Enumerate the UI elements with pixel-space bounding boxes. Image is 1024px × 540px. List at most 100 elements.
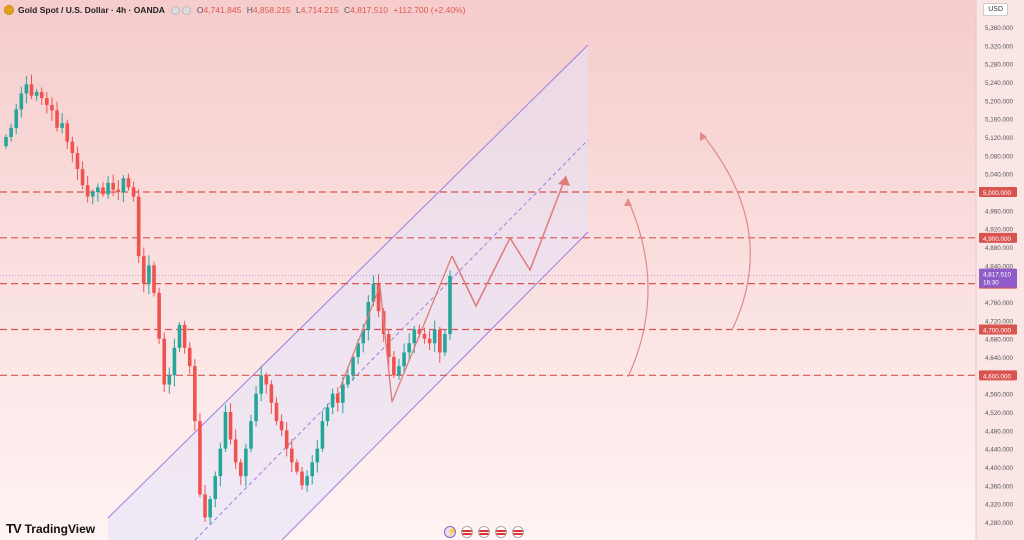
candle-body bbox=[249, 421, 253, 449]
price-tick-label: 4,880.000 bbox=[985, 245, 1014, 252]
candle-body bbox=[330, 393, 335, 408]
candle-body bbox=[223, 411, 228, 449]
level-tag bbox=[979, 324, 1017, 335]
candle-body bbox=[300, 471, 304, 486]
candle-body bbox=[50, 104, 54, 111]
gold-coin-icon bbox=[4, 5, 14, 15]
price-tick-label: 4,520.000 bbox=[985, 410, 1014, 417]
price-tick-label: 4,680.000 bbox=[985, 337, 1014, 344]
projection-arrowhead bbox=[558, 176, 570, 186]
candle-body bbox=[131, 187, 136, 197]
candle-body bbox=[325, 407, 330, 422]
candle-body bbox=[65, 123, 70, 142]
projection-path bbox=[339, 175, 570, 403]
last-price-label: 4,817.510 bbox=[983, 272, 1012, 279]
green-dot-icon[interactable] bbox=[170, 5, 180, 15]
candle-body bbox=[310, 462, 315, 477]
candle-body bbox=[80, 169, 85, 186]
candle-body bbox=[177, 324, 182, 348]
candle-body bbox=[167, 375, 172, 385]
candle-body bbox=[141, 256, 146, 284]
price-tick-label: 5,280.000 bbox=[985, 62, 1014, 69]
channel-upper-line bbox=[107, 44, 589, 519]
candle-body bbox=[386, 334, 391, 357]
currency-selector[interactable]: USD bbox=[983, 3, 1008, 16]
price-tick-label: 4,320.000 bbox=[985, 502, 1014, 509]
candle-body bbox=[305, 476, 309, 486]
candle-body bbox=[39, 92, 44, 99]
candle-body bbox=[244, 448, 248, 477]
low-value: 4,714.215 bbox=[300, 5, 339, 15]
level-tag-label: 4,600.000 bbox=[983, 373, 1012, 380]
price-tick-label: 4,400.000 bbox=[985, 465, 1014, 472]
last-price-tag bbox=[979, 268, 1017, 288]
us-flag-event-icon[interactable] bbox=[495, 526, 507, 538]
candle-body bbox=[182, 324, 187, 348]
level-tag bbox=[979, 370, 1017, 381]
lightning-event-icon[interactable]: ⚡ bbox=[444, 526, 456, 538]
price-tick-label: 5,040.000 bbox=[985, 172, 1014, 179]
event-markers: ⚡ bbox=[444, 526, 524, 538]
candle-body bbox=[233, 439, 238, 463]
candle-body bbox=[284, 430, 289, 449]
price-tick-label: 4,280.000 bbox=[985, 520, 1014, 527]
candle-body bbox=[335, 393, 340, 403]
candles bbox=[4, 74, 452, 524]
candle-body bbox=[448, 275, 452, 335]
channel-fill bbox=[108, 45, 588, 540]
candle-body bbox=[274, 402, 279, 422]
candle-body bbox=[422, 334, 427, 339]
candle-body bbox=[397, 366, 401, 376]
us-flag-event-icon[interactable] bbox=[478, 526, 490, 538]
tradingview-icon: TV bbox=[6, 521, 22, 536]
price-tick-label: 5,120.000 bbox=[985, 135, 1014, 142]
candle-body bbox=[55, 110, 59, 128]
candle-body bbox=[228, 411, 233, 440]
us-flag-event-icon[interactable] bbox=[512, 526, 524, 538]
candle-body bbox=[14, 109, 19, 128]
candle-body bbox=[152, 265, 156, 293]
candle-body bbox=[85, 185, 90, 197]
candle-body bbox=[238, 462, 243, 477]
close-value: 4,817.510 bbox=[350, 5, 388, 15]
candle-body bbox=[101, 187, 105, 195]
level-tag bbox=[979, 187, 1017, 197]
candle-body bbox=[208, 499, 212, 518]
candle-body bbox=[172, 347, 177, 376]
price-tick-label: 4,720.000 bbox=[985, 318, 1014, 325]
price-tick-label: 4,560.000 bbox=[985, 392, 1014, 399]
countdown-label: 16:30 bbox=[983, 280, 999, 287]
price-tick-label: 5,360.000 bbox=[985, 25, 1014, 32]
candle-body bbox=[264, 375, 269, 385]
candle-body bbox=[29, 84, 34, 96]
candle-body bbox=[203, 494, 207, 518]
candle-body bbox=[417, 329, 422, 335]
candle-body bbox=[198, 421, 202, 495]
candle-body bbox=[213, 476, 218, 500]
candle-body bbox=[126, 178, 131, 188]
candle-body bbox=[254, 393, 258, 422]
candle-body bbox=[75, 153, 80, 170]
grid-icon[interactable] bbox=[181, 5, 191, 15]
price-axis[interactable]: 5,360.000 5,320.000 5,280.000 5,240.000 5,20… bbox=[0, 25, 1017, 527]
candle-body bbox=[346, 375, 350, 385]
left-arc-arrowhead bbox=[624, 198, 632, 206]
candle-body bbox=[187, 347, 192, 367]
channel-mid-line bbox=[194, 139, 589, 540]
candle-body bbox=[320, 421, 325, 449]
candle-body bbox=[269, 384, 274, 403]
candle-body bbox=[356, 343, 360, 357]
candle-body bbox=[157, 292, 161, 339]
tradingview-logo[interactable]: TV TradingView bbox=[6, 521, 96, 536]
candle-body bbox=[60, 123, 64, 128]
symbol-title[interactable]: Gold Spot / U.S. Dollar · 4h · OANDA bbox=[18, 5, 165, 15]
level-tag bbox=[979, 232, 1017, 243]
price-tick-label: 4,360.000 bbox=[985, 483, 1014, 490]
candle-body bbox=[361, 329, 366, 344]
candle-body bbox=[121, 178, 126, 192]
us-flag-event-icon[interactable] bbox=[461, 526, 473, 538]
candle-body bbox=[259, 375, 263, 394]
candle-body bbox=[402, 352, 406, 367]
candle-body bbox=[432, 329, 437, 344]
